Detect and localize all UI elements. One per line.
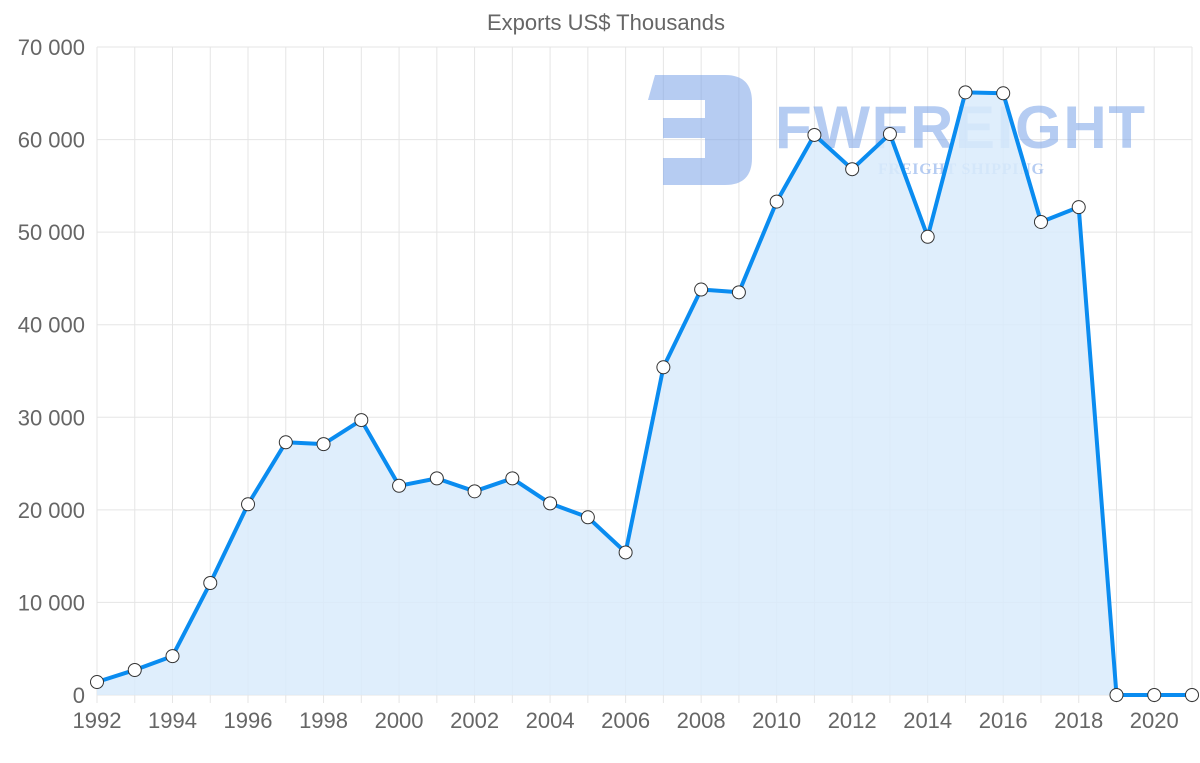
data-point[interactable] [731,285,746,300]
data-points [90,85,1199,702]
data-point[interactable] [316,437,331,452]
x-tick-label: 2006 [601,708,650,733]
x-tick-label: 1992 [73,708,122,733]
data-point[interactable] [354,413,369,428]
data-point[interactable] [278,435,293,450]
x-tick-label: 2002 [450,708,499,733]
x-tick-label: 1994 [148,708,197,733]
data-point[interactable] [618,545,633,560]
data-point[interactable] [1147,688,1162,702]
data-point[interactable] [769,194,784,209]
data-point[interactable] [1185,688,1199,702]
data-point[interactable] [1109,688,1124,702]
data-point[interactable] [580,510,595,525]
data-point[interactable] [656,360,671,375]
x-tick-label: 2018 [1054,708,1103,733]
x-tick-label: 2016 [979,708,1028,733]
data-point[interactable] [1071,200,1086,215]
data-point[interactable] [429,471,444,486]
data-point[interactable] [392,478,407,493]
data-point[interactable] [467,484,482,499]
data-point[interactable] [882,127,897,142]
y-axis: 0 10 000 20 000 30 000 40 000 50 000 60 000 70 … [18,35,85,708]
data-point[interactable] [845,162,860,177]
x-tick-label: 2000 [375,708,424,733]
data-point[interactable] [165,649,180,664]
data-point[interactable] [694,282,709,297]
data-point[interactable] [241,497,256,512]
x-tick-label: 1998 [299,708,348,733]
y-tick-label: 50 000 [18,220,85,245]
y-tick-label: 20 000 [18,498,85,523]
series-line [96,90,1192,697]
y-tick-label: 70 000 [18,35,85,60]
y-tick-label: 30 000 [18,405,85,430]
y-tick-label: 10 000 [18,590,85,615]
x-tick-label: 1996 [224,708,273,733]
data-point[interactable] [127,663,142,678]
x-tick-label: 2008 [677,708,726,733]
x-tick-label: 2014 [903,708,952,733]
data-point[interactable] [543,496,558,511]
series-area [97,92,1192,695]
y-tick-label: 0 [73,683,85,708]
data-point[interactable] [807,127,822,142]
x-tick-label: 2004 [526,708,575,733]
y-tick-label: 40 000 [18,313,85,338]
chart-title: Exports US$ Thousands [487,10,725,35]
data-point[interactable] [996,86,1011,101]
x-tick-label: 2012 [828,708,877,733]
data-point[interactable] [958,85,973,100]
y-tick-label: 60 000 [18,128,85,153]
x-axis: 1992 1994 1996 1998 2000 2002 2004 2006 2008 2010… [73,708,1179,733]
data-point[interactable] [90,675,104,690]
data-point[interactable] [203,575,218,590]
data-point[interactable] [1033,214,1048,229]
data-point[interactable] [505,471,520,486]
data-point[interactable] [920,229,935,244]
x-tick-label: 2010 [752,708,801,733]
x-tick-label: 2020 [1130,708,1179,733]
